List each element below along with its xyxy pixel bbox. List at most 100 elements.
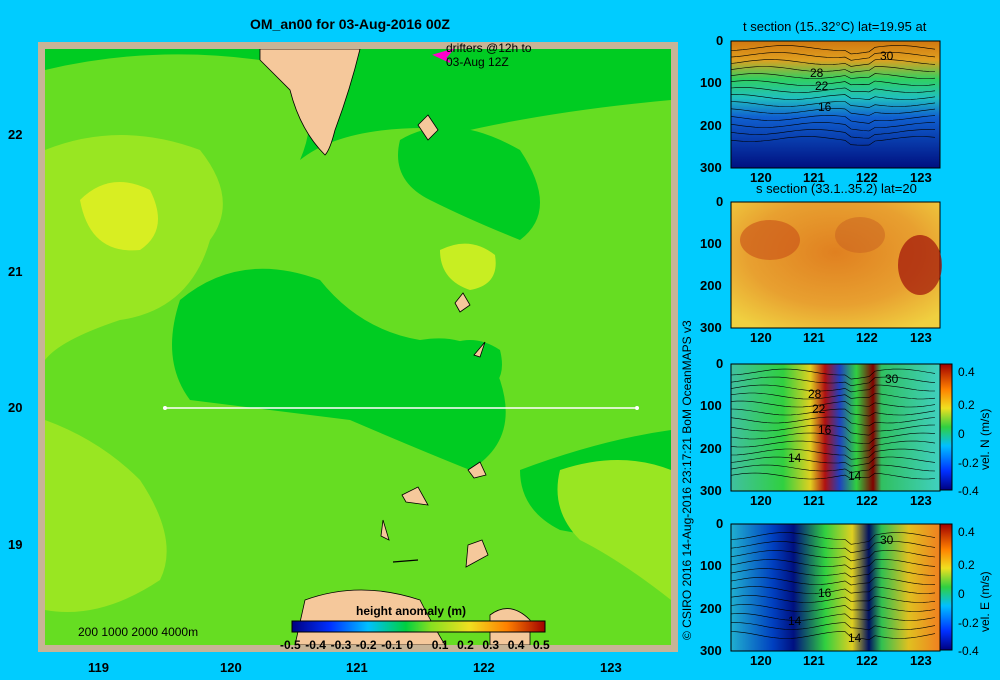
island-8 xyxy=(392,559,419,563)
contour-line xyxy=(730,400,936,408)
section-ytick: 300 xyxy=(700,483,722,498)
colorbar-tick: -0.2 xyxy=(355,638,377,652)
veln-cb-tick: 0 xyxy=(958,427,965,441)
veln-contour-lines xyxy=(730,368,936,480)
contour-line xyxy=(730,532,936,545)
colorbar-title: height anomaly (m) xyxy=(356,604,467,618)
section-xtick: 120 xyxy=(750,493,772,508)
section-ytick: 0 xyxy=(716,194,724,209)
section-xtick: 121 xyxy=(803,330,825,345)
contour-label: 22 xyxy=(812,402,826,416)
contour-label: 28 xyxy=(808,387,822,401)
section-xtick: 123 xyxy=(910,170,932,185)
s-section-title: s section (33.1..35.2) lat=20 xyxy=(756,181,917,196)
s-maximum-center xyxy=(835,217,885,253)
contour-line xyxy=(730,448,936,460)
contour-label: 28 xyxy=(810,66,824,80)
section-ytick: 200 xyxy=(700,600,722,616)
contour-line xyxy=(730,472,936,480)
colorbar-tick: 0.5 xyxy=(533,638,550,652)
t-contour-lines xyxy=(730,45,936,146)
section-ytick: 100 xyxy=(700,398,722,414)
colorbar-ticks: -0.5 -0.4 -0.3 -0.2 -0.1 0 0.1 0.2 0.3 0.4 0.5 xyxy=(280,638,554,654)
vele-cb-tick: -0.4 xyxy=(958,644,979,658)
ssh-low-region-central xyxy=(172,268,506,470)
section-xtick: 120 xyxy=(750,170,772,185)
section-xtick: 122 xyxy=(856,493,878,508)
depth-legend: 200 1000 2000 4000m xyxy=(78,625,199,639)
map-title: OM_an00 for 03-Aug-2016 00Z xyxy=(250,16,450,32)
section-ytick: 200 xyxy=(700,440,722,456)
section-ytick: 100 xyxy=(700,558,722,574)
map-xtick: 120 xyxy=(220,660,242,675)
ssh-high-region-southeast xyxy=(557,460,671,600)
section-ytick: 200 xyxy=(700,278,722,293)
contour-label: 14 xyxy=(788,451,802,465)
contour-label: 30 xyxy=(880,533,894,547)
contour-line xyxy=(730,586,936,594)
contour-line xyxy=(730,568,936,578)
veln-cb-tick: -0.4 xyxy=(958,484,979,498)
t-section-field xyxy=(730,40,941,169)
credit-text: © CSIRO 2016 14-Aug-2016 23:17:21 BoM Oc… xyxy=(680,320,694,640)
colorbar-tick: 0.1 xyxy=(431,638,449,652)
drifter-note-1: drifters @12h to xyxy=(446,41,532,55)
section-ytick: 300 xyxy=(700,160,722,175)
contour-label: 14 xyxy=(848,631,862,645)
section-ytick: 100 xyxy=(700,236,722,251)
contour-line xyxy=(730,622,936,631)
contour-line xyxy=(730,136,936,146)
vele-cb-tick: 0.4 xyxy=(958,525,975,539)
colorbar-tick: -0.5 xyxy=(280,638,301,652)
section-xtick: 120 xyxy=(750,653,772,668)
veln-cb-tick: 0.2 xyxy=(958,398,975,412)
contour-line xyxy=(730,80,936,86)
island-5 xyxy=(401,486,429,506)
map-xtick: 122 xyxy=(473,660,495,675)
contour-line xyxy=(730,416,936,427)
drifter-note-2: 03-Aug 12Z xyxy=(446,55,509,69)
colorbar-tick: 0.4 xyxy=(507,638,525,652)
s-maximum-east xyxy=(898,235,942,295)
drifter-track xyxy=(432,49,455,63)
island-1 xyxy=(417,114,439,141)
veln-colorbar xyxy=(939,363,953,491)
section-ytick: 300 xyxy=(700,320,722,335)
colorbar-tick: 0 xyxy=(406,638,414,652)
s-section-panel xyxy=(730,201,942,329)
contour-line xyxy=(730,384,936,393)
map-xtick: 121 xyxy=(346,660,368,675)
contour-label: 30 xyxy=(880,49,894,63)
section-xtick: 123 xyxy=(910,493,932,508)
map-ytick: 22 xyxy=(8,127,23,142)
section-xtick: 123 xyxy=(910,330,932,345)
vele-cb-tick: 0 xyxy=(958,587,965,601)
contour-line xyxy=(730,604,936,612)
section-ytick: 0 xyxy=(716,33,724,48)
contour-label: 16 xyxy=(818,423,832,437)
contour-line xyxy=(730,376,936,387)
ssh-high-island-area xyxy=(440,243,496,290)
ssh-high-center-west xyxy=(80,182,158,251)
map-ytick: 19 xyxy=(8,537,23,552)
vele-cb-tick: -0.2 xyxy=(958,616,979,630)
contour-line xyxy=(730,101,936,108)
colorbar-tick: -0.1 xyxy=(381,638,402,652)
veln-cb-tick: 0.4 xyxy=(958,365,975,379)
colorbar-tick: 0.3 xyxy=(482,638,500,652)
section-xtick: 121 xyxy=(803,653,825,668)
colorbar-tick: -0.4 xyxy=(305,638,326,652)
section-xtick: 122 xyxy=(856,170,878,185)
section-xtick: 122 xyxy=(856,653,878,668)
land-taiwan xyxy=(259,49,361,156)
vele-field xyxy=(730,523,941,652)
contour-line xyxy=(730,66,936,73)
map-xtick: 119 xyxy=(88,660,109,675)
section-line-end xyxy=(635,406,639,410)
contour-line xyxy=(730,577,936,586)
island-7 xyxy=(465,539,489,568)
contour-line xyxy=(730,424,936,436)
map-ytick: 20 xyxy=(8,400,23,415)
